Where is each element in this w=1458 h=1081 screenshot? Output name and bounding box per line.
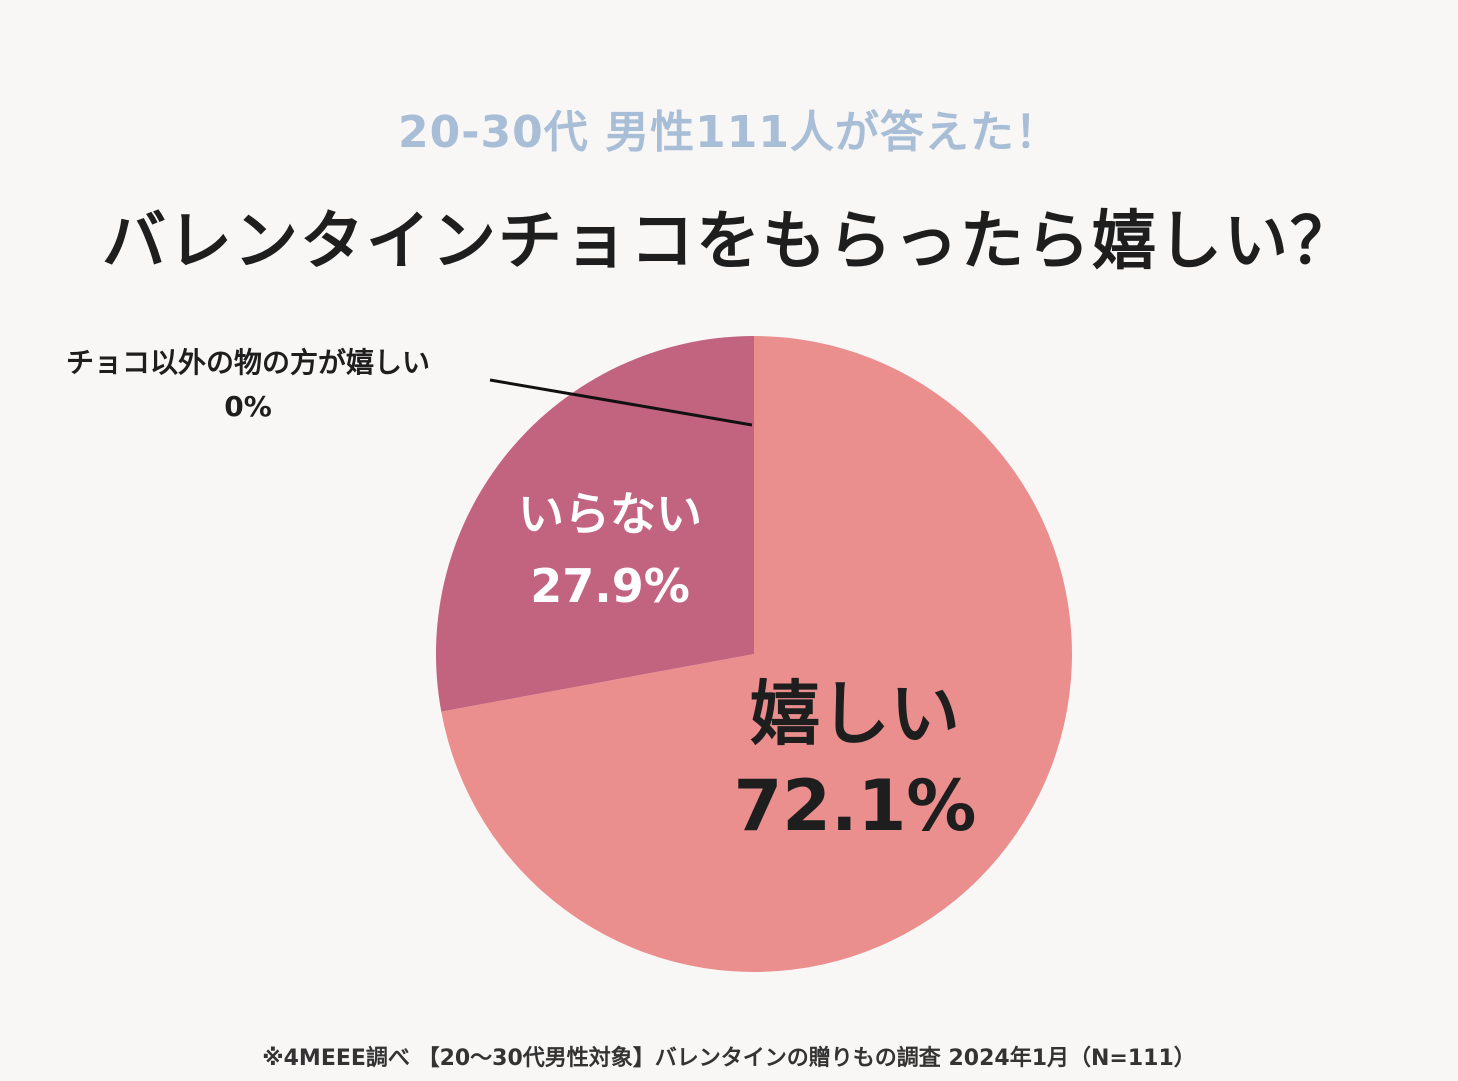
leader-line-other [489,378,753,427]
slice-value-ureshii: 72.1% [734,765,977,847]
slice-value-other: 0% [224,390,272,423]
pie-slice-ureshii [441,336,1072,973]
chart-title: バレンタインチョコをもらったら嬉しい？ [102,205,1356,279]
slice-label-iranai: いらない [518,487,702,541]
pie-slice-iranai [435,336,754,712]
slice-value-iranai: 27.9% [530,559,690,613]
slice-label-other: チョコ以外の物の方が嬉しい [66,346,430,379]
slice-label-ureshii: 嬉しい [750,673,960,755]
chart-subtitle: 20-30代 男性111人が答えた！ [398,107,1060,158]
source-footnote: ※4MEEE調べ 【20〜30代男性対象】バレンタインの贈りもの調査 2024年… [262,1046,1196,1071]
